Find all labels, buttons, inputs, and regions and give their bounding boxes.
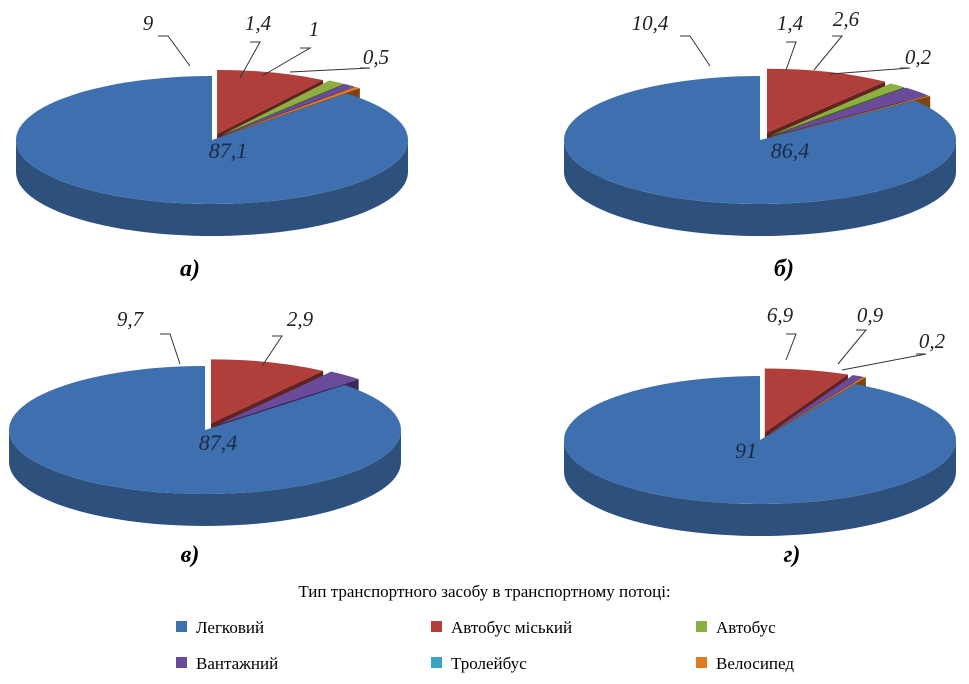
leader-line-bus <box>785 41 797 71</box>
slice-city-bus <box>766 68 886 133</box>
data-label-city-bus: 9 <box>143 11 154 35</box>
slice-car <box>15 76 408 204</box>
legend-item-car: Легковий <box>176 618 264 638</box>
data-label-truck: 0,9 <box>857 303 884 327</box>
leader-line-city-bus <box>158 35 191 67</box>
panel-title: б) <box>774 256 794 282</box>
slice-side-car <box>564 440 956 536</box>
slice-truck <box>774 87 928 136</box>
slice-truck <box>224 84 355 135</box>
legend-item-truck: Вантажний <box>176 654 278 674</box>
leader-line-city-bus <box>680 35 711 67</box>
data-label-city-bus: 10,4 <box>632 11 669 35</box>
slice-side-car <box>564 140 956 236</box>
data-label-city-bus: 9,7 <box>117 307 145 331</box>
leader-line-bicycle <box>841 353 927 371</box>
pie-tops <box>563 368 956 504</box>
slice-side-car <box>9 430 401 526</box>
slice-bus <box>223 80 344 135</box>
legend-label: Велосипед <box>716 654 795 673</box>
data-label-truck: 2,9 <box>287 307 314 331</box>
leader-line-bicycle <box>289 67 371 73</box>
slice-bus <box>772 83 905 135</box>
legend-item-trolleybus: Тролейбус <box>431 654 527 674</box>
data-label-car: 86,4 <box>771 138 810 163</box>
leader-line-truck <box>837 329 868 365</box>
panel-title: а) <box>180 256 200 282</box>
slice-city-bus <box>764 368 848 433</box>
slice-truck <box>769 375 864 434</box>
legend-swatch-trolleybus <box>431 657 442 668</box>
pie-tops <box>9 359 402 494</box>
slice-bicycle <box>775 95 931 136</box>
legend-item-bicycle: Велосипед <box>696 654 794 674</box>
data-label-truck: 2,6 <box>833 7 860 31</box>
legend-label: Легковий <box>196 618 265 637</box>
legend-item-city-bus: Автобус міський <box>431 618 572 638</box>
panel-title: г) <box>784 542 801 568</box>
leader-line-bus <box>239 41 261 79</box>
slice-bicycle <box>225 86 360 135</box>
data-label-car: 91 <box>735 438 757 463</box>
data-label-bicycle: 0,5 <box>363 45 389 69</box>
legend-label: Автобус міський <box>451 618 573 637</box>
data-label-bicycle: 0,2 <box>905 45 932 69</box>
leader-line-truck <box>261 47 312 77</box>
legend-title: Тип транспортного засобу в транспортному… <box>298 582 671 601</box>
slice-car <box>9 366 402 494</box>
pie-chart-1: 87,1 9 1,4 1 0,5 а) <box>15 11 408 282</box>
legend-swatch-car <box>176 621 187 632</box>
leader-line-truck <box>261 335 283 367</box>
legend-swatch-bus <box>696 621 707 632</box>
pie-chart-3: 87,4 9,7 2,9 в) <box>9 307 402 568</box>
slice-truck <box>219 371 359 425</box>
legend-label: Автобус <box>716 618 776 637</box>
legend-swatch-city-bus <box>431 621 442 632</box>
slice-city-bus <box>217 69 324 134</box>
leader-line-city-bus <box>160 333 181 365</box>
slice-bicycle <box>770 376 866 434</box>
pie-tops <box>564 68 957 204</box>
legend-swatch-bicycle <box>696 657 707 668</box>
leader-line-city-bus <box>785 333 797 361</box>
pie-tops <box>15 69 408 204</box>
data-label-bicycle: 0,2 <box>919 329 946 353</box>
legend: Легковий Автобус міський Автобус Вантажн… <box>0 614 969 684</box>
data-label-car: 87,4 <box>199 430 238 455</box>
legend-item-bus: Автобус <box>696 618 776 638</box>
data-label-bus: 1,4 <box>777 11 804 35</box>
pie-chart-4: 91 6,9 0,9 0,2 г) <box>563 303 956 568</box>
data-label-city-bus: 6,9 <box>767 303 794 327</box>
legend-label: Вантажний <box>196 654 279 673</box>
slice-city-bus <box>211 359 324 424</box>
panel-title: в) <box>181 542 200 568</box>
legend-swatch-truck <box>176 657 187 668</box>
legend-label: Тролейбус <box>451 654 527 673</box>
pie-chart-2: 86,4 10,4 1,4 2,6 0,2 б) <box>564 7 957 282</box>
slice-side-car <box>16 140 408 236</box>
data-label-bus: 1,4 <box>245 11 272 35</box>
data-label-car: 87,1 <box>209 138 248 163</box>
slice-car <box>563 376 956 504</box>
data-label-truck: 1 <box>309 17 320 41</box>
leader-line-truck <box>813 35 844 71</box>
slice-car <box>564 76 957 204</box>
leader-line-bicycle <box>829 67 911 75</box>
